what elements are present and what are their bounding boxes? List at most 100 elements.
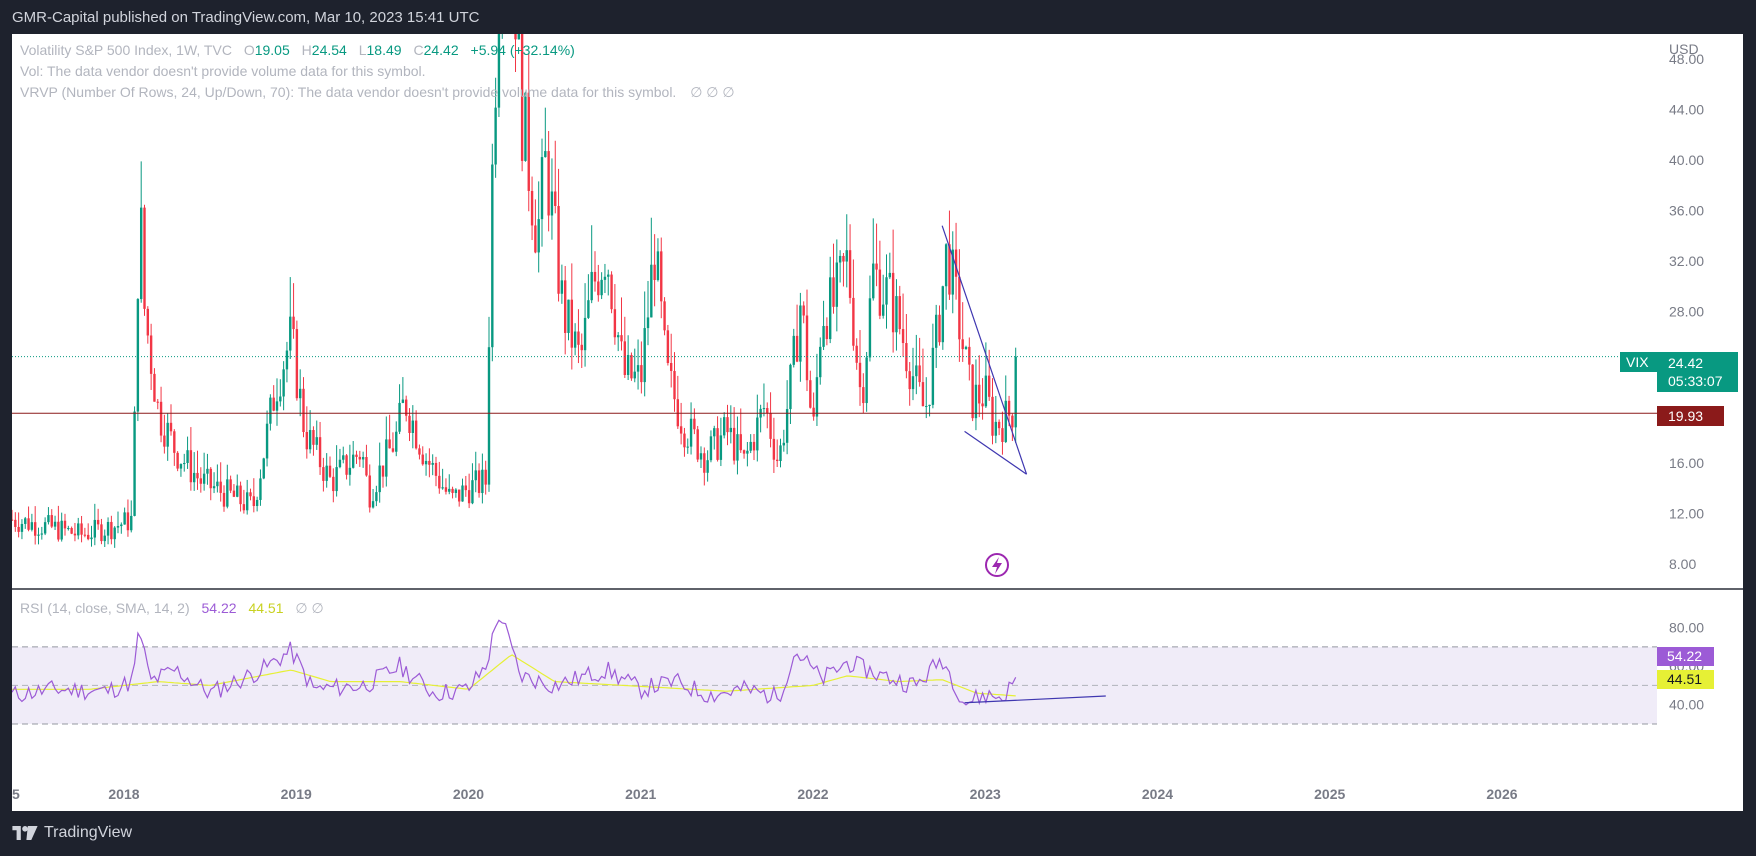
time-label: 2024	[1142, 786, 1173, 802]
candle-body	[219, 481, 222, 493]
candle-body	[139, 207, 143, 300]
candle-body	[93, 519, 97, 538]
candle-body	[828, 277, 832, 340]
candle-body	[322, 467, 325, 481]
candle-body	[832, 277, 835, 307]
candle-body	[706, 460, 709, 473]
candle-body	[169, 422, 173, 432]
candle-body	[282, 369, 285, 397]
candle-body	[120, 524, 123, 527]
trendlines-group[interactable]	[941, 225, 1028, 475]
candle-body	[885, 277, 888, 305]
event-lightning-icon[interactable]	[985, 553, 1009, 577]
chart-svg[interactable]: Volatility S&P 500 Index, 1W, TVC O19.05…	[12, 34, 1743, 811]
candle-body	[613, 309, 617, 338]
candle-body	[524, 92, 527, 161]
candle-body	[14, 519, 17, 527]
candle-body	[166, 422, 169, 447]
chart-frame[interactable]: Volatility S&P 500 Index, 1W, TVC O19.05…	[12, 34, 1743, 811]
candle-body	[43, 522, 47, 534]
candle-body	[361, 457, 365, 460]
candle-body	[868, 298, 872, 358]
candle-body	[925, 405, 928, 407]
price-tick: 36.00	[1669, 203, 1704, 219]
candle-body	[958, 276, 961, 340]
candle-body	[408, 415, 411, 433]
candle-body	[192, 472, 196, 483]
candle-body	[875, 263, 878, 270]
candle-body	[328, 465, 332, 477]
candle-body	[358, 456, 362, 460]
candle-body	[461, 485, 464, 502]
time-label: 2020	[453, 786, 484, 802]
price-tick: 12.00	[1669, 505, 1704, 521]
candle-body	[961, 339, 964, 350]
time-axis[interactable]: 5 2018 2019 2020 2021 2022 2023 2024 2025 2026	[12, 786, 1518, 802]
candle-body	[143, 207, 146, 309]
price-tick: 16.00	[1669, 455, 1704, 471]
svg-text:24.42: 24.42	[1668, 355, 1703, 371]
candle-body	[944, 244, 948, 287]
candle-body	[308, 430, 312, 450]
candle-body	[318, 437, 322, 468]
candle-body	[385, 439, 388, 477]
candle-body	[113, 527, 116, 540]
candle-body	[679, 426, 683, 434]
price-tick: 8.00	[1669, 556, 1696, 572]
candle-body	[901, 329, 905, 344]
candle-body	[514, 34, 517, 40]
candle-body	[842, 255, 845, 262]
candle-body	[795, 335, 799, 362]
candle-body	[653, 264, 656, 280]
price-tick: 32.00	[1669, 253, 1704, 269]
candle-body	[978, 384, 981, 404]
price-axis[interactable]: USD 48.00 44.00 40.00 36.00 32.00 28.00 16.00 1…	[1669, 41, 1704, 572]
candle-body	[226, 479, 229, 507]
candle-body	[196, 472, 199, 479]
candle-body	[756, 417, 759, 451]
candle-body	[477, 470, 481, 494]
candle-body	[974, 384, 978, 419]
candle-body	[491, 164, 494, 348]
candle-body	[159, 401, 163, 436]
candle-body	[749, 441, 752, 451]
candle-body	[20, 523, 24, 532]
candle-body	[994, 421, 998, 436]
candle-body	[517, 34, 521, 40]
svg-text:Volatility S&P 500 Index, 1W,: Volatility S&P 500 Index, 1W, TVC O19.05…	[20, 42, 575, 58]
candle-body	[951, 249, 954, 295]
candle-body	[769, 413, 772, 439]
candle-body	[762, 408, 766, 410]
candle-body	[391, 448, 395, 452]
candle-body	[130, 515, 133, 531]
candle-body	[378, 465, 381, 493]
candle-body	[732, 427, 736, 461]
price-tick: 44.00	[1669, 102, 1704, 118]
candle-body	[302, 388, 305, 433]
candle-body	[116, 526, 120, 528]
candle-body	[202, 473, 206, 484]
candle-body	[269, 397, 272, 424]
candle-body	[722, 417, 726, 436]
candle-body	[252, 496, 256, 507]
rsi-trendline[interactable]	[964, 695, 1106, 704]
candle-body	[825, 325, 829, 340]
legend-rsi: RSI (14, close, SMA, 14, 2)	[20, 600, 190, 616]
candle-body	[50, 515, 53, 527]
candle-body	[106, 521, 110, 536]
legend-vrvp: VRVP (Number Of Rows, 24, Up/Down, 70): …	[20, 84, 676, 100]
candle-body	[984, 375, 988, 407]
candle-body	[451, 488, 454, 493]
candle-body	[431, 462, 434, 465]
candle-body	[895, 296, 898, 333]
candle-body	[33, 522, 37, 536]
candle-body	[726, 417, 729, 433]
candle-body	[312, 430, 315, 445]
rsi-tick: 40.00	[1669, 697, 1704, 713]
candle-body	[888, 272, 892, 278]
candle-body	[911, 376, 915, 390]
price-tick: 40.00	[1669, 152, 1704, 168]
candle-body	[630, 354, 633, 379]
candle-body	[577, 331, 580, 345]
